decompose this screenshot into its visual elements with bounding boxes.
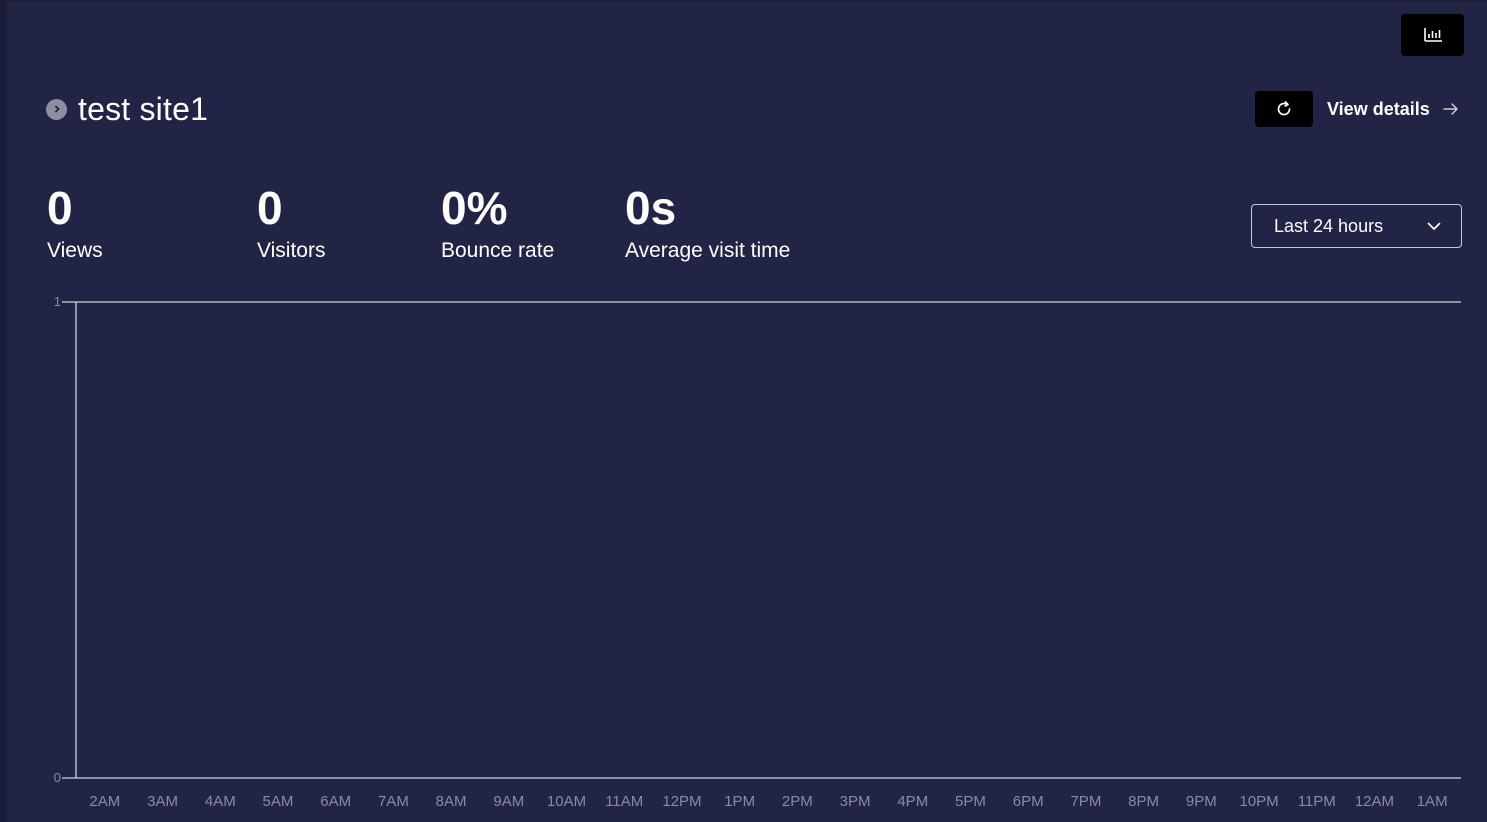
date-range-select[interactable]: Last 24 hours: [1251, 204, 1462, 248]
x-tick-label: 5PM: [955, 793, 986, 810]
metric-value: 0%: [441, 182, 508, 234]
x-tick-label: 5AM: [263, 793, 294, 810]
x-tick-label: 11AM: [605, 793, 643, 810]
x-tick-label: 4PM: [897, 793, 928, 810]
date-range-value: Last 24 hours: [1274, 215, 1384, 236]
x-tick-label: 1PM: [724, 793, 755, 810]
chart-toggle-button[interactable]: [1401, 14, 1464, 56]
left-panel-edge: [0, 0, 7, 822]
x-tick-label: 9PM: [1186, 793, 1217, 810]
metric-visitors: 0 Visitors: [257, 180, 325, 264]
site-header: test site1: [46, 88, 208, 130]
site-name: test site1: [78, 90, 209, 127]
x-tick-label: 7AM: [378, 793, 409, 810]
x-tick-label: 10PM: [1239, 793, 1278, 810]
x-tick-label: 9AM: [493, 793, 524, 810]
metric-views: 0 Views: [47, 180, 103, 264]
x-tick-label: 12PM: [662, 793, 701, 810]
metric-label: Average visit time: [625, 239, 791, 262]
metric-label: Visitors: [257, 239, 326, 262]
chevron-right-icon[interactable]: [46, 98, 67, 120]
x-tick-label: 6PM: [1013, 793, 1044, 810]
y-tick-label: 1: [54, 294, 61, 309]
refresh-icon: [1277, 101, 1291, 116]
top-panel-edge: [0, 0, 1487, 2]
x-tick-label: 2PM: [782, 793, 813, 810]
view-details-label: View details: [1327, 98, 1430, 119]
metric-value: 0s: [625, 182, 677, 234]
x-tick-label: 3PM: [840, 793, 871, 810]
x-tick-label: 7PM: [1070, 793, 1101, 810]
metric-value: 0: [257, 182, 283, 234]
x-tick-label: 1AM: [1417, 793, 1448, 810]
x-tick-label: 6AM: [320, 793, 351, 810]
x-tick-label: 8AM: [436, 793, 467, 810]
arrow-right-icon: [1442, 103, 1458, 115]
bar-chart-icon: [1423, 28, 1442, 42]
y-tick-label: 0: [54, 770, 61, 785]
metric-label: Views: [47, 239, 103, 262]
metric-average-visit-time: 0s Average visit time: [625, 180, 790, 264]
refresh-button[interactable]: [1255, 91, 1313, 127]
metric-label: Bounce rate: [441, 239, 555, 262]
metric-value: 0: [47, 182, 73, 234]
x-tick-label: 12AM: [1355, 793, 1394, 810]
x-tick-label: 10AM: [547, 793, 586, 810]
x-tick-label: 3AM: [147, 793, 178, 810]
metric-bounce-rate: 0% Bounce rate: [441, 180, 554, 264]
x-tick-label: 4AM: [205, 793, 236, 810]
x-tick-label: 8PM: [1128, 793, 1159, 810]
x-tick-label: 2AM: [89, 793, 120, 810]
view-details-link[interactable]: View details: [1327, 96, 1459, 122]
chevron-down-icon: [1427, 222, 1441, 230]
x-tick-label: 11PM: [1298, 793, 1336, 810]
